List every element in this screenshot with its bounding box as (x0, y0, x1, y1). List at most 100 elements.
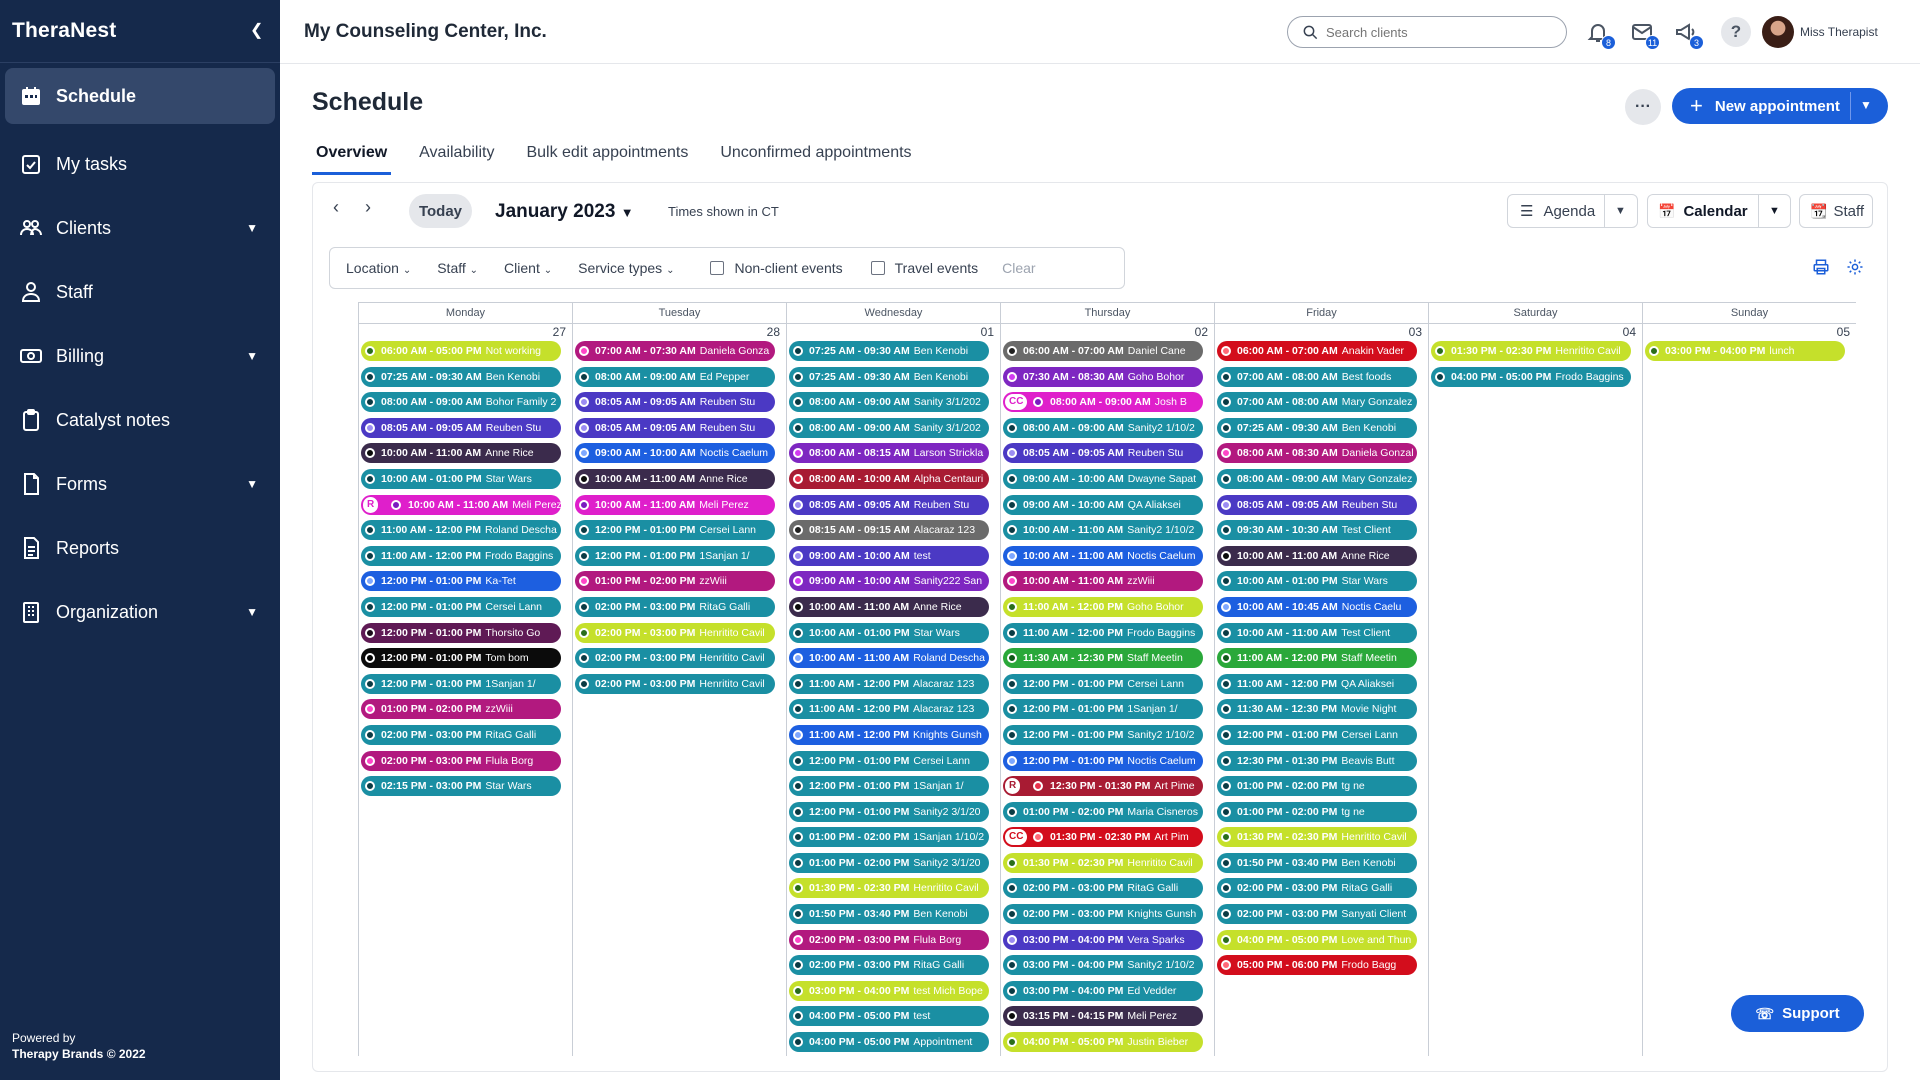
appointment-event[interactable]: 10:00 AM - 01:00 PM Star Wars (789, 622, 989, 643)
chevron-down-icon[interactable]: ▼ (1860, 98, 1872, 112)
non-client-events-checkbox[interactable]: Non-client events (710, 260, 843, 276)
appointment-event[interactable]: 08:05 AM - 09:05 AM Reuben Stu (1003, 443, 1203, 464)
chevron-down-icon[interactable]: ▼ (246, 477, 258, 491)
appointment-event[interactable]: 04:00 PM - 05:00 PM test (789, 1006, 989, 1027)
appointment-event[interactable]: 10:00 AM - 10:45 AM Noctis Caelu (1217, 596, 1417, 617)
appointment-event[interactable]: 02:00 PM - 03:00 PM RitaG Galli (1217, 878, 1417, 899)
appointment-event[interactable]: 10:00 AM - 11:00 AM Anne Rice (789, 596, 989, 617)
appointment-event[interactable]: CC 08:00 AM - 09:00 AM Josh B (1003, 392, 1203, 413)
appointment-event[interactable]: 01:00 PM - 02:00 PM zzWiii (575, 571, 775, 592)
prev-month-button[interactable]: ‹ (333, 197, 339, 217)
support-button[interactable]: ☏ Support (1731, 995, 1864, 1032)
appointment-event[interactable]: 10:00 AM - 11:00 AM zzWiii (1003, 571, 1203, 592)
appointment-event[interactable]: 01:00 PM - 02:00 PM Sanity2 3/1/20 (789, 852, 989, 873)
appointment-event[interactable]: 02:00 PM - 03:00 PM RitaG Galli (361, 724, 561, 745)
appointment-event[interactable]: 02:00 PM - 03:00 PM Sanyati Client (1217, 904, 1417, 925)
today-button[interactable]: Today (409, 194, 472, 228)
month-selector[interactable]: January 2023 ▼ (495, 201, 634, 223)
appointment-event[interactable]: 09:00 AM - 10:00 AM Sanity222 San (789, 571, 989, 592)
day-number[interactable]: 27 (552, 325, 566, 339)
appointment-event[interactable]: 11:00 AM - 12:00 PM Staff Meetin (1217, 648, 1417, 669)
tab-overview[interactable]: Overview (312, 138, 392, 175)
day-number[interactable]: 01 (980, 325, 994, 339)
appointment-event[interactable]: 07:00 AM - 08:00 AM Mary Gonzalez (1217, 392, 1417, 413)
chevron-down-icon[interactable]: ▼ (246, 221, 258, 235)
appointment-event[interactable]: 12:00 PM - 01:00 PM Ka-Tet (361, 571, 561, 592)
sidebar-item-my-tasks[interactable]: My tasks (0, 132, 280, 196)
calendar-view-button[interactable]: 📅 Calendar ▼ (1647, 194, 1791, 228)
appointment-event[interactable]: 08:00 AM - 08:30 AM Daniela Gonzal (1217, 443, 1417, 464)
location-filter[interactable]: Location ⌄ (346, 260, 411, 276)
appointment-event[interactable]: 11:30 AM - 12:30 PM Movie Night (1217, 699, 1417, 720)
appointment-event[interactable]: 12:00 PM - 01:00 PM Sanity2 1/10/2 (1003, 724, 1203, 745)
appointment-event[interactable]: 06:00 AM - 07:00 AM Daniel Cane (1003, 341, 1203, 361)
appointment-event[interactable]: 04:00 PM - 05:00 PM Appointment (789, 1032, 989, 1053)
appointment-event[interactable]: 08:00 AM - 09:00 AM Sanity2 1/10/2 (1003, 417, 1203, 438)
appointment-event[interactable]: 02:00 PM - 03:00 PM Henritito Cavil (575, 648, 775, 669)
appointment-event[interactable]: 12:00 PM - 01:00 PM Cersei Lann (1003, 673, 1203, 694)
appointment-event[interactable]: 11:00 AM - 12:00 PM QA Aliaksei (1217, 673, 1417, 694)
appointment-event[interactable]: R 12:30 PM - 01:30 PM Art Pime (1003, 776, 1203, 797)
appointment-event[interactable]: 10:00 AM - 11:00 AM Sanity2 1/10/2 (1003, 520, 1203, 541)
day-number[interactable]: 02 (1194, 325, 1208, 339)
collapse-sidebar-icon[interactable]: ❮ (250, 22, 264, 39)
appointment-event[interactable]: 03:15 PM - 04:15 PM Meli Perez (1003, 1006, 1203, 1027)
announcements-button[interactable]: 3 (1670, 16, 1704, 50)
appointment-event[interactable]: 12:00 PM - 01:00 PM Thorsito Go (361, 622, 561, 643)
appointment-event[interactable]: 10:00 AM - 01:00 PM Star Wars (1217, 571, 1417, 592)
day-number[interactable]: 04 (1622, 325, 1636, 339)
appointment-event[interactable]: 07:00 AM - 08:00 AM Best foods (1217, 366, 1417, 387)
appointment-event[interactable]: 12:00 PM - 01:00 PM Cersei Lann (361, 596, 561, 617)
appointment-event[interactable]: 04:00 PM - 05:00 PM Justin Bieber (1003, 1032, 1203, 1053)
sidebar-item-clients[interactable]: Clients ▼ (0, 196, 280, 260)
day-number[interactable]: 28 (766, 325, 780, 339)
clear-filters-button[interactable]: Clear (1002, 260, 1036, 276)
appointment-event[interactable]: 03:00 PM - 04:00 PM Ed Vedder (1003, 980, 1203, 1001)
appointment-event[interactable]: 10:00 AM - 01:00 PM Star Wars (361, 468, 561, 489)
appointment-event[interactable]: 12:00 PM - 01:00 PM 1Sanjan 1/ (575, 545, 775, 566)
appointment-event[interactable]: 03:00 PM - 04:00 PM lunch (1645, 341, 1845, 361)
appointment-event[interactable]: 12:00 PM - 01:00 PM Sanity2 3/1/20 (789, 801, 989, 822)
appointment-event[interactable]: 01:30 PM - 02:30 PM Henritito Cavil (789, 878, 989, 899)
sidebar-item-forms[interactable]: Forms ▼ (0, 452, 280, 516)
day-number[interactable]: 05 (1836, 325, 1850, 339)
appointment-event[interactable]: 04:00 PM - 05:00 PM Love and Thun (1217, 929, 1417, 950)
appointment-event[interactable]: 08:15 AM - 09:15 AM Alacaraz 123 (789, 520, 989, 541)
messages-button[interactable]: 11 (1626, 16, 1660, 50)
search-input[interactable] (1326, 24, 1546, 40)
search-box[interactable] (1287, 16, 1567, 48)
chevron-down-icon[interactable]: ▼ (1758, 194, 1780, 228)
appointment-event[interactable]: 07:25 AM - 09:30 AM Ben Kenobi (789, 341, 989, 361)
appointment-event[interactable]: 08:05 AM - 09:05 AM Reuben Stu (789, 494, 989, 515)
appointment-event[interactable]: 08:00 AM - 09:00 AM Mary Gonzalez (1217, 468, 1417, 489)
appointment-event[interactable]: 08:00 AM - 09:00 AM Ed Pepper (575, 366, 775, 387)
appointment-event[interactable]: 02:00 PM - 03:00 PM RitaG Galli (789, 955, 989, 976)
chevron-down-icon[interactable]: ▼ (246, 605, 258, 619)
appointment-event[interactable]: 02:00 PM - 03:00 PM RitaG Galli (1003, 878, 1203, 899)
staff-filter[interactable]: Staff ⌄ (437, 260, 478, 276)
appointment-event[interactable]: 08:00 AM - 09:00 AM Sanity 3/1/202 (789, 392, 989, 413)
appointment-event[interactable]: 09:30 AM - 10:30 AM Test Client (1217, 520, 1417, 541)
appointment-event[interactable]: 02:00 PM - 03:00 PM Flula Borg (361, 750, 561, 771)
notifications-button[interactable]: 8 (1582, 16, 1616, 50)
sidebar-item-reports[interactable]: Reports (0, 516, 280, 580)
appointment-event[interactable]: 10:00 AM - 11:00 AM Test Client (1217, 622, 1417, 643)
appointment-event[interactable]: 08:05 AM - 09:05 AM Reuben Stu (1217, 494, 1417, 515)
appointment-event[interactable]: 01:00 PM - 02:00 PM tg ne (1217, 776, 1417, 797)
appointment-event[interactable]: 03:00 PM - 04:00 PM Sanity2 1/10/2 (1003, 955, 1203, 976)
day-number[interactable]: 03 (1408, 325, 1422, 339)
appointment-event[interactable]: 01:50 PM - 03:40 PM Ben Kenobi (789, 904, 989, 925)
sidebar-item-staff[interactable]: Staff (0, 260, 280, 324)
new-appointment-button[interactable]: + New appointment ▼ (1672, 88, 1888, 124)
appointment-event[interactable]: 04:00 PM - 05:00 PM Frodo Baggins (1431, 366, 1631, 387)
appointment-event[interactable]: 11:00 AM - 12:00 PM Roland Descha (361, 520, 561, 541)
appointment-event[interactable]: 10:00 AM - 11:00 AM Anne Rice (361, 443, 561, 464)
appointment-event[interactable]: 03:00 PM - 04:00 PM test Mich Bope (789, 980, 989, 1001)
staff-view-button[interactable]: 📆 Staff (1799, 194, 1873, 228)
chevron-down-icon[interactable]: ▼ (246, 349, 258, 363)
appointment-event[interactable]: 02:00 PM - 03:00 PM Flula Borg (789, 929, 989, 950)
appointment-event[interactable]: 11:00 AM - 12:00 PM Alacaraz 123 (789, 673, 989, 694)
appointment-event[interactable]: 12:00 PM - 01:00 PM Noctis Caelum (1003, 750, 1203, 771)
tab-unconfirmed-appointments[interactable]: Unconfirmed appointments (720, 144, 912, 161)
appointment-event[interactable]: 11:00 AM - 12:00 PM Alacaraz 123 (789, 699, 989, 720)
